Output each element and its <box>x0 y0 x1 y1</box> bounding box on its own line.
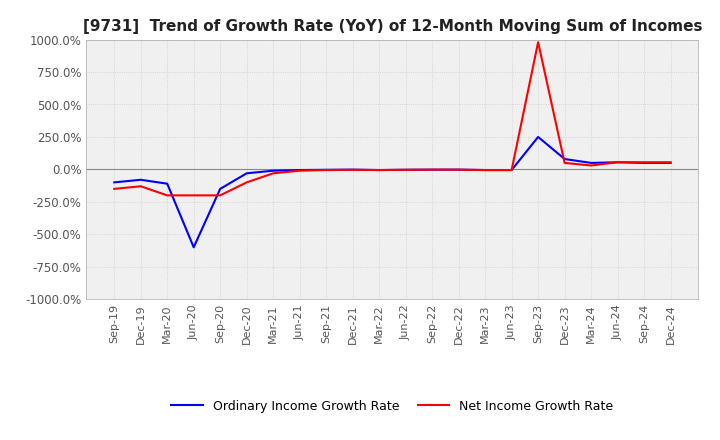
Ordinary Income Growth Rate <box>428 167 436 172</box>
Net Income Growth Rate <box>269 171 277 176</box>
Ordinary Income Growth Rate <box>348 167 357 172</box>
Net Income Growth Rate <box>322 167 330 172</box>
Net Income Growth Rate <box>640 160 649 165</box>
Net Income Growth Rate <box>401 167 410 172</box>
Ordinary Income Growth Rate <box>375 167 384 172</box>
Ordinary Income Growth Rate <box>136 177 145 183</box>
Net Income Growth Rate <box>216 193 225 198</box>
Net Income Growth Rate <box>110 186 119 191</box>
Ordinary Income Growth Rate <box>243 171 251 176</box>
Ordinary Income Growth Rate <box>216 186 225 191</box>
Legend: Ordinary Income Growth Rate, Net Income Growth Rate: Ordinary Income Growth Rate, Net Income … <box>166 395 618 418</box>
Ordinary Income Growth Rate <box>640 160 649 165</box>
Title: [9731]  Trend of Growth Rate (YoY) of 12-Month Moving Sum of Incomes: [9731] Trend of Growth Rate (YoY) of 12-… <box>83 19 702 34</box>
Ordinary Income Growth Rate <box>508 167 516 172</box>
Ordinary Income Growth Rate <box>269 168 277 173</box>
Net Income Growth Rate <box>481 167 490 172</box>
Ordinary Income Growth Rate <box>401 167 410 172</box>
Net Income Growth Rate <box>560 160 569 165</box>
Line: Net Income Growth Rate: Net Income Growth Rate <box>114 42 670 195</box>
Net Income Growth Rate <box>613 160 622 165</box>
Ordinary Income Growth Rate <box>189 245 198 250</box>
Net Income Growth Rate <box>136 183 145 189</box>
Net Income Growth Rate <box>295 168 304 173</box>
Ordinary Income Growth Rate <box>454 167 463 172</box>
Ordinary Income Growth Rate <box>322 167 330 172</box>
Ordinary Income Growth Rate <box>534 134 542 139</box>
Net Income Growth Rate <box>534 40 542 45</box>
Net Income Growth Rate <box>666 160 675 165</box>
Line: Ordinary Income Growth Rate: Ordinary Income Growth Rate <box>114 137 670 247</box>
Net Income Growth Rate <box>428 167 436 172</box>
Net Income Growth Rate <box>243 180 251 185</box>
Ordinary Income Growth Rate <box>295 167 304 172</box>
Ordinary Income Growth Rate <box>560 156 569 161</box>
Ordinary Income Growth Rate <box>163 181 171 186</box>
Net Income Growth Rate <box>189 193 198 198</box>
Ordinary Income Growth Rate <box>666 160 675 165</box>
Net Income Growth Rate <box>375 167 384 172</box>
Net Income Growth Rate <box>348 167 357 172</box>
Net Income Growth Rate <box>587 163 595 168</box>
Net Income Growth Rate <box>163 193 171 198</box>
Net Income Growth Rate <box>454 167 463 172</box>
Ordinary Income Growth Rate <box>481 167 490 172</box>
Ordinary Income Growth Rate <box>587 160 595 165</box>
Ordinary Income Growth Rate <box>110 180 119 185</box>
Net Income Growth Rate <box>508 167 516 172</box>
Ordinary Income Growth Rate <box>613 160 622 165</box>
